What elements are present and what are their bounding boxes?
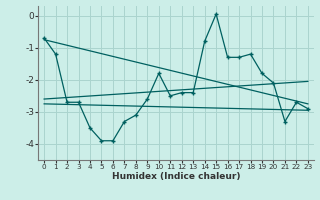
X-axis label: Humidex (Indice chaleur): Humidex (Indice chaleur) [112,172,240,181]
